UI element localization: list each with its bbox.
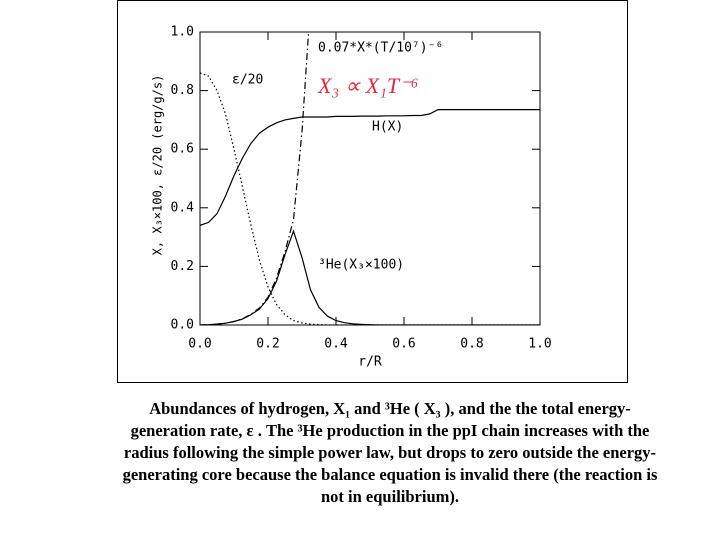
annotation: X₃ ∝ X₁T⁻⁶ <box>317 73 418 98</box>
y-tick-label: 1.0 <box>171 25 194 40</box>
caption-line: generating core because the balance equa… <box>122 465 658 484</box>
caption-line: radius following the simple power law, b… <box>123 443 657 462</box>
annotation: H(X) <box>372 120 403 135</box>
series-group <box>200 32 540 325</box>
y-tick-label: 0.8 <box>171 83 194 98</box>
line <box>200 32 310 325</box>
y-tick-label: 0.6 <box>171 142 194 157</box>
line <box>200 72 540 325</box>
annotation: ε/20 <box>232 73 263 88</box>
y-tick-label: 0.2 <box>171 259 194 274</box>
x-tick-label: 0.4 <box>324 337 348 352</box>
x-tick-label: 0.6 <box>392 337 415 352</box>
x-axis-label: r/R <box>358 355 382 370</box>
y-axis-label: X, X₃×100, ε/20 (erg/g/s) <box>151 75 165 256</box>
caption: Abundances of hydrogen, X₁ and ³He ( X₃ … <box>60 398 720 508</box>
x-tick-label: 1.0 <box>528 337 551 352</box>
annotation: 0.07*X*(T/10⁷)⁻⁶ <box>318 41 443 56</box>
caption-line: Abundances of hydrogen, X₁ and ³He ( X₃ … <box>149 399 631 418</box>
caption-line: not in equilibrium). <box>321 487 459 506</box>
chart: r/R X, X₃×100, ε/20 (erg/g/s) 0.0 0.2 0.4 0… <box>117 0 628 383</box>
y-tick-label: 0.0 <box>171 318 194 333</box>
x-tick-label: 0.8 <box>460 337 483 352</box>
x-tick-label: 0.2 <box>256 337 279 352</box>
x-tick-label: 0.0 <box>188 337 211 352</box>
line <box>200 109 540 226</box>
line <box>200 229 540 325</box>
frame <box>117 0 628 383</box>
annotation: ³He(X₃×100) <box>318 258 404 273</box>
y-tick-label: 0.4 <box>171 200 195 215</box>
caption-line: generation rate, ε . The ³He production … <box>130 421 650 440</box>
